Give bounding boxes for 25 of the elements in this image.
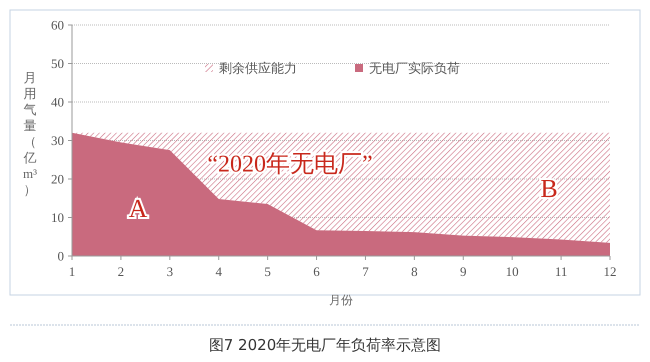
x-tick-label: 3: [166, 264, 174, 279]
x-tick-label: 1: [68, 264, 76, 279]
x-tick-label: 11: [554, 264, 568, 279]
x-tick-label: 10: [506, 264, 519, 279]
x-tick-label: 6: [313, 264, 320, 279]
x-tick-label: 4: [215, 264, 222, 279]
y-axis-title: 月用气量（亿m³）: [22, 70, 38, 197]
y-tick-label: 60: [51, 18, 64, 33]
y-tick-label: 20: [51, 172, 64, 187]
y-tick-label: 0: [58, 248, 64, 264]
legend-label: 无电厂实际负荷: [369, 60, 460, 76]
y-tick-label: 10: [51, 210, 64, 226]
y-tick-label: 40: [51, 94, 64, 110]
x-tick-label: 8: [411, 264, 418, 279]
x-tick-label: 7: [362, 264, 370, 279]
x-tick-label: 5: [264, 264, 271, 279]
y-tick-label: 50: [51, 56, 64, 72]
legend-label: 剩余供应能力: [219, 60, 297, 76]
x-axis-title: 月份: [329, 293, 353, 307]
x-tick-label: 12: [604, 264, 616, 279]
y-tick-label: 30: [51, 133, 64, 148]
x-tick-label: 2: [118, 264, 124, 279]
x-tick-label: 9: [460, 264, 467, 279]
annotation: A: [128, 194, 148, 224]
text: 图7 2020年无电厂年负荷率示意图: [208, 336, 442, 354]
